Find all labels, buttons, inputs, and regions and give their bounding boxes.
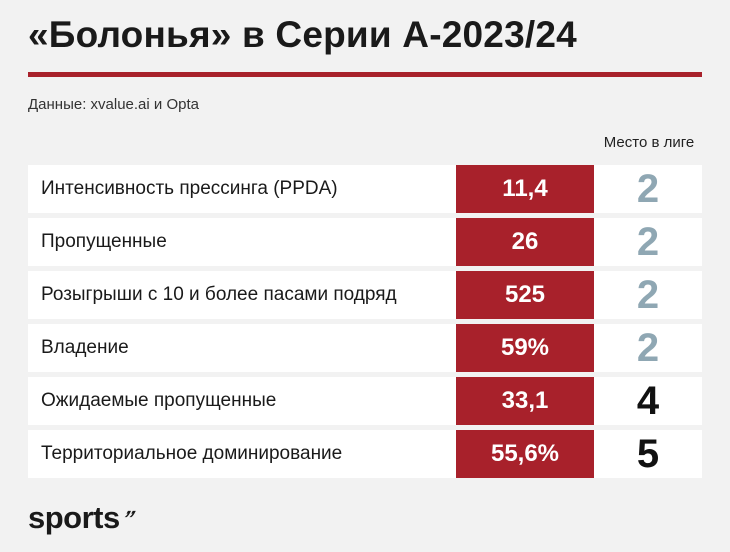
table-row: Владение 59% 2 (28, 324, 702, 372)
logo-text: sports (28, 500, 120, 535)
logo-mark-icon: ’’ (117, 506, 137, 531)
metric-label: Ожидаемые пропущенные (41, 390, 277, 411)
metric-label: Интенсивность прессинга (PPDA) (41, 178, 338, 199)
rank-column-header: Место в лиге (603, 134, 695, 151)
metric-label: Территориальное доминирование (41, 443, 343, 464)
metric-label: Владение (41, 337, 129, 358)
league-rank: 2 (636, 219, 660, 264)
title-divider (28, 72, 702, 77)
metric-label: Розыгрыши с 10 и более пасами подряд (41, 284, 397, 305)
league-rank: 5 (636, 431, 660, 476)
stats-table: Интенсивность прессинга (PPDA) 11,4 2 Пропу… (28, 165, 702, 483)
metric-value: 11,4 (456, 165, 594, 213)
metric-value: 26 (456, 218, 594, 266)
table-row: Пропущенные 26 2 (28, 218, 702, 266)
league-rank: 2 (636, 325, 660, 370)
league-rank: 4 (636, 378, 660, 423)
data-source: Данные: xvalue.ai и Opta (28, 96, 199, 113)
metric-value: 55,6% (456, 430, 594, 478)
table-row: Интенсивность прессинга (PPDA) 11,4 2 (28, 165, 702, 213)
metric-value: 33,1 (456, 377, 594, 425)
league-rank: 2 (636, 272, 660, 317)
page-title: «Болонья» в Серии А-2023/24 (28, 14, 577, 55)
league-rank: 2 (636, 166, 660, 211)
table-row: Территориальное доминирование 55,6% 5 (28, 430, 702, 478)
metric-value: 525 (456, 271, 594, 319)
sports-logo: sports ’’ (28, 500, 136, 536)
table-row: Ожидаемые пропущенные 33,1 4 (28, 377, 702, 425)
metric-label: Пропущенные (41, 231, 167, 252)
metric-value: 59% (456, 324, 594, 372)
table-row: Розыгрыши с 10 и более пасами подряд 525 2 (28, 271, 702, 319)
